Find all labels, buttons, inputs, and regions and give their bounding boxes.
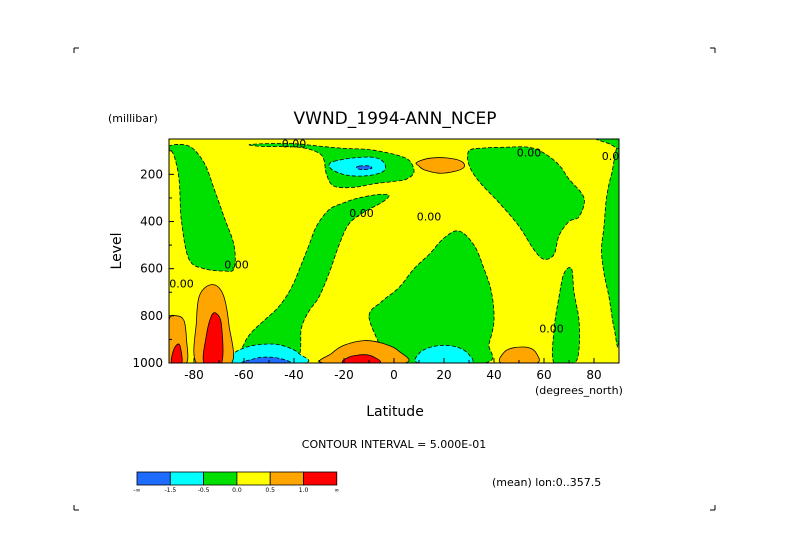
contour-label: 0.00 bbox=[224, 259, 249, 272]
colorbar-swatch bbox=[303, 471, 338, 486]
contour-region-green-right-lower bbox=[551, 267, 580, 363]
x-tick-label: 40 bbox=[486, 368, 501, 382]
x-tick-label: -40 bbox=[284, 368, 304, 382]
x-tick-label: 0 bbox=[390, 368, 398, 382]
contour-region-blue-bottom-left bbox=[241, 356, 291, 363]
colorbar-label: 0.0 bbox=[232, 487, 242, 494]
x-tick-label: -20 bbox=[334, 368, 354, 382]
y-unit-label: (millibar) bbox=[108, 112, 158, 125]
x-axis: -80 -60 -40 -20 0 20 40 60 80 bbox=[168, 358, 620, 382]
colorbar-swatch bbox=[203, 471, 238, 486]
crop-mark-bottom-right bbox=[710, 505, 716, 511]
x-axis-label: Latitude bbox=[366, 404, 424, 420]
contour-interval-text: CONTOUR INTERVAL = 5.000E-01 bbox=[302, 438, 486, 451]
contour-region-orange-top bbox=[415, 157, 465, 174]
contour-regions bbox=[169, 139, 619, 363]
y-tick-label: 1000 bbox=[132, 356, 163, 370]
contour-label: 0.00 bbox=[282, 137, 307, 150]
crop-marks bbox=[73, 47, 716, 511]
y-tick-label: 200 bbox=[140, 167, 163, 181]
colorbar-label: ∞ bbox=[334, 487, 339, 494]
contour-label: 0.00 bbox=[517, 147, 542, 160]
x-tick-label: -80 bbox=[184, 368, 204, 382]
contour-label: 0.00 bbox=[349, 207, 374, 220]
contour-region-green-right-upper bbox=[467, 146, 585, 260]
contour-region-green-top-right-corner bbox=[596, 139, 619, 149]
crop-mark-top-left bbox=[73, 47, 79, 53]
x-tick-label: 80 bbox=[586, 368, 601, 382]
contour-region-red-left-2 bbox=[202, 312, 224, 363]
colorbar: -∞ -1.5 -0.5 0.0 0.5 1.0 ∞ bbox=[133, 471, 339, 494]
contour-region-red-left-1 bbox=[170, 343, 183, 363]
colorbar-label: 0.5 bbox=[265, 487, 275, 494]
crop-mark-top-right bbox=[710, 47, 716, 53]
colorbar-label: -0.5 bbox=[198, 487, 210, 494]
x-tick-label: 60 bbox=[536, 368, 551, 382]
colorbar-label: 1.0 bbox=[299, 487, 309, 494]
x-tick-label: 20 bbox=[436, 368, 451, 382]
colorbar-label: -1.5 bbox=[164, 487, 176, 494]
contour-label: 0.00 bbox=[169, 278, 194, 291]
y-tick-label: 400 bbox=[140, 215, 163, 229]
contour-region-blue-top bbox=[356, 165, 373, 171]
colorbar-swatch bbox=[236, 471, 271, 486]
contour-region-orange-bottom-right bbox=[498, 346, 540, 363]
colorbar-label: -∞ bbox=[133, 487, 140, 494]
contour-region-green-lower-mid bbox=[368, 230, 495, 363]
y-axis: 200 400 600 800 1000 bbox=[132, 150, 174, 370]
contour-label: 0.00 bbox=[417, 210, 442, 223]
x-unit-label: (degrees_north) bbox=[535, 384, 623, 397]
contour-label: 0.00 bbox=[539, 322, 564, 335]
chart-title: VWND_1994-ANN_NCEP bbox=[294, 109, 497, 129]
y-axis-label: Level bbox=[109, 233, 125, 270]
contour-labels: 0.00 0.00 0.00 0.00 0.00 0.00 0.00 0.00 bbox=[169, 137, 627, 335]
contour-region-green-left bbox=[169, 144, 236, 272]
mean-text: (mean) lon:0..357.5 bbox=[492, 476, 601, 489]
contour-label: 0.00 bbox=[602, 150, 627, 163]
colorbar-swatch bbox=[269, 471, 304, 486]
plot-area: 0.00 0.00 0.00 0.00 0.00 0.00 0.00 0.00 bbox=[168, 137, 627, 364]
y-tick-label: 800 bbox=[140, 309, 163, 323]
crop-mark-bottom-left bbox=[73, 505, 79, 511]
contour-region-green-mid bbox=[235, 193, 390, 363]
x-tick-label: -60 bbox=[234, 368, 254, 382]
y-tick-label: 600 bbox=[140, 262, 163, 276]
colorbar-swatch bbox=[136, 471, 171, 486]
colorbar-swatch bbox=[169, 471, 205, 486]
contour-region-red-bottom-mid bbox=[341, 354, 382, 363]
